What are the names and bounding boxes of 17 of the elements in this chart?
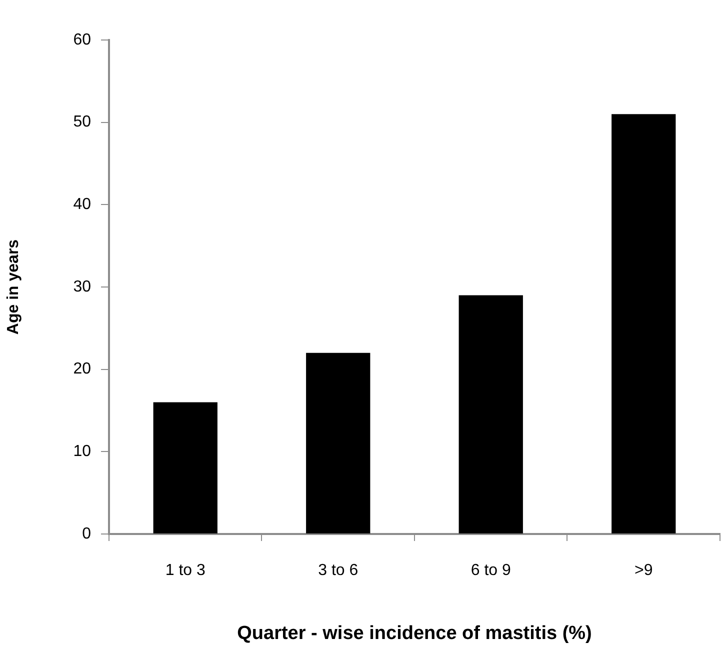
x-tick-label: 1 to 3 [165, 562, 206, 580]
bar [458, 295, 523, 534]
y-tick-label: 0 [82, 525, 92, 542]
bar [153, 402, 218, 534]
bar [612, 114, 676, 534]
y-tick-label: 60 [73, 31, 92, 48]
y-tick-label: 30 [73, 278, 92, 296]
y-tick-label: 50 [73, 114, 92, 131]
y-tick-label: 20 [73, 360, 92, 378]
x-axis-title: Quarter - wise incidence of mastitis (%) [237, 622, 592, 644]
y-tick-label: 10 [73, 443, 92, 460]
x-tick-label: >9 [634, 562, 653, 580]
x-tick-label: 6 to 9 [470, 562, 511, 580]
y-axis-title: Age in years [5, 239, 22, 335]
bar [306, 352, 370, 534]
x-tick-label: 3 to 6 [318, 562, 358, 580]
y-tick-label: 40 [73, 196, 92, 214]
